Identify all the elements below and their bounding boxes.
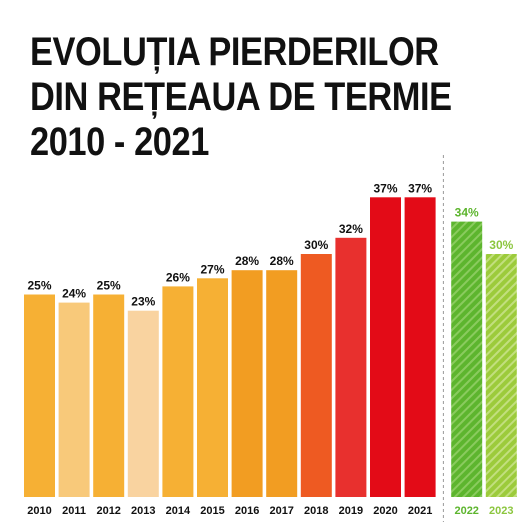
value-label-2018: 30% [304, 238, 328, 252]
value-label-2012: 25% [97, 279, 121, 293]
year-label-2013: 2013 [131, 505, 155, 517]
year-label-2011: 2011 [62, 505, 86, 517]
bar-2015 [197, 278, 228, 497]
bar-2013 [127, 310, 159, 497]
title-line-2: DIN REȚEAUA DE TERMIE [30, 75, 452, 119]
year-label-2017: 2017 [269, 505, 293, 517]
bar-2014 [162, 286, 194, 497]
year-label-2018: 2018 [304, 505, 328, 517]
value-label-2013: 23% [131, 295, 155, 309]
year-label-2010: 2010 [27, 505, 51, 517]
year-label-2023: 2023 [489, 505, 513, 517]
bar-2016 [231, 270, 263, 497]
bar-2018 [300, 254, 332, 497]
bar-2012 [93, 294, 125, 497]
bar-2011 [58, 302, 90, 497]
year-label-2016: 2016 [235, 505, 259, 517]
value-label-2021: 37% [408, 181, 432, 195]
value-label-2010: 25% [27, 279, 51, 293]
bar-2021 [404, 197, 436, 498]
bar-2017 [266, 270, 298, 497]
value-label-2022: 34% [455, 206, 479, 220]
title-line-1: EVOLUȚIA PIERDERILOR [30, 30, 439, 74]
year-label-2019: 2019 [339, 505, 363, 517]
year-label-2022: 2022 [454, 505, 478, 517]
bar-2019 [335, 237, 367, 498]
year-label-2020: 2020 [373, 505, 397, 517]
year-label-2014: 2014 [166, 505, 191, 517]
year-label-2021: 2021 [408, 505, 432, 517]
bars-layer: 25% 2010 24% 2011 25% 2012 23% 2013 26% 2014 27% 20… [24, 155, 517, 522]
bar-2023 [485, 254, 517, 497]
value-label-2016: 28% [235, 254, 259, 268]
value-label-2015: 27% [200, 262, 224, 276]
value-label-2011: 24% [62, 287, 86, 301]
bar-2010 [24, 294, 55, 497]
bar-2022 [451, 221, 483, 497]
value-label-2014: 26% [166, 270, 190, 284]
title-line-3: 2010 - 2021 [30, 120, 209, 164]
year-label-2015: 2015 [200, 505, 224, 517]
value-label-2020: 37% [373, 181, 397, 195]
year-label-2012: 2012 [96, 505, 120, 517]
bar-2020 [370, 197, 401, 498]
value-label-2017: 28% [270, 254, 294, 268]
value-label-2023: 30% [489, 238, 513, 252]
chart-title: EVOLUȚIA PIERDERILOR DIN REȚEAUA DE TERM… [30, 30, 452, 165]
value-label-2019: 32% [339, 222, 363, 236]
